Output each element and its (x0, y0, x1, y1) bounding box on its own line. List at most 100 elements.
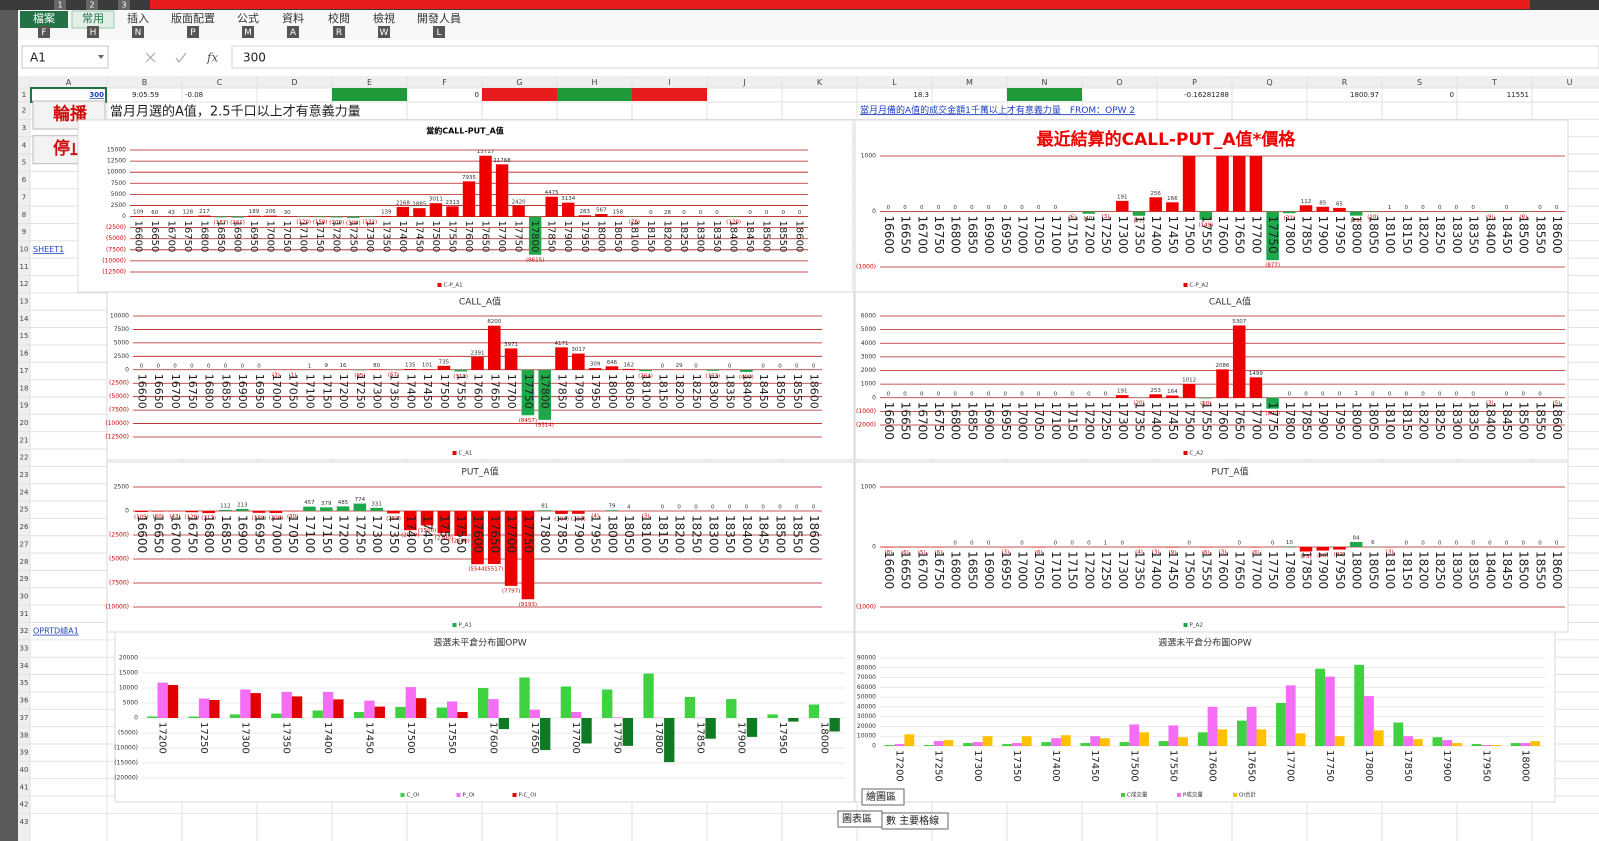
column-header: B (142, 78, 148, 87)
chart-area[interactable] (854, 291, 1569, 461)
x-tick-label: 17300 (364, 221, 375, 253)
y-tick-label: (1000) (856, 408, 876, 415)
data-label: 0 (661, 505, 665, 511)
data-label: 2086 (1216, 363, 1230, 369)
bar (684, 697, 696, 718)
x-tick-label: 17200 (1082, 551, 1096, 589)
x-tick-label: 18300 (1450, 216, 1464, 254)
x-tick-label: 18550 (777, 221, 788, 253)
data-label: (132) (362, 220, 377, 226)
bar (313, 216, 327, 218)
x-tick-label: 16950 (999, 551, 1013, 589)
bar (415, 698, 427, 718)
bar (1217, 729, 1228, 746)
data-label: 0 (781, 210, 785, 216)
ribbon-tab[interactable]: 開發人員 (417, 11, 461, 25)
bar (235, 508, 249, 511)
chart-area[interactable] (106, 291, 855, 461)
data-label: 0 (920, 205, 924, 211)
x-tick-label: 18600 (1550, 551, 1564, 589)
row-header: 29 (20, 575, 29, 583)
row-header: 33 (20, 645, 29, 653)
hyperlink[interactable]: OPRTD總A1 (33, 626, 79, 636)
data-label: (187) (214, 220, 229, 226)
ribbon-tab[interactable]: 公式 (237, 12, 259, 25)
file-tab-bg[interactable] (20, 11, 68, 28)
data-label: 112 (220, 503, 231, 509)
ribbon-tab[interactable]: 版面配置 (171, 11, 215, 25)
bar (264, 215, 277, 217)
data-label: 567 (596, 208, 607, 214)
x-tick-label: 18500 (761, 221, 772, 253)
bar (202, 511, 215, 514)
column-header-bar (18, 76, 1599, 88)
x-tick-label: 16700 (915, 551, 929, 589)
data-label: 309 (590, 362, 601, 368)
bars: 0 0 0 0 0 0 0 0 0 0 0 (6) (40) (3) 191 (77) 256 166 (149) (… (887, 156, 1559, 267)
x-tick-label: 17150 (1066, 216, 1080, 254)
bar (488, 699, 499, 718)
x-tick-label: 18600 (794, 221, 805, 253)
x-tick-label: 17850 (1300, 402, 1314, 440)
ribbon-tab[interactable]: 檔案 (33, 11, 55, 25)
ribbon-tab[interactable]: 插入 (127, 11, 149, 25)
bar (512, 205, 525, 217)
x-tick-label: 17500 (430, 221, 441, 253)
ribbon-tab[interactable]: 資料 (282, 11, 304, 25)
data-label: 0 (1405, 541, 1409, 547)
x-tick-label: 16700 (169, 515, 183, 553)
x-tick-label: 16950 (999, 216, 1013, 254)
ribbon-tab[interactable]: 校閱 (328, 11, 350, 25)
data-label: 0 (1421, 541, 1425, 547)
formula-input[interactable] (231, 45, 1599, 69)
y-tick-label: 0 (872, 208, 876, 215)
x-tick-label: 18600 (808, 374, 821, 409)
data-label: 0 (761, 363, 765, 369)
bar (1132, 211, 1146, 216)
data-label: (4) (1135, 550, 1143, 556)
x-tick-label: 17000 (1016, 216, 1030, 254)
bar (578, 215, 591, 217)
column-header: J (742, 78, 745, 87)
ribbon-tab[interactable]: 常用 (82, 12, 104, 25)
name-box[interactable] (21, 45, 109, 69)
bar (1266, 397, 1279, 409)
bar (808, 704, 820, 718)
y-tick-label: 6000 (861, 313, 876, 320)
key-tip-label: F (41, 28, 46, 38)
x-tick-label: 17000 (265, 221, 276, 253)
macro-button-label[interactable]: 輪播 (53, 104, 88, 125)
x-tick-label: 16600 (132, 221, 143, 253)
hyperlink[interactable]: 當月月備的A值的成交金額1千萬以上才有意義力量 FROM：OPW 2 (860, 104, 1135, 116)
legend-label: C-P_A2 (1190, 283, 1209, 289)
row-header: 15 (20, 332, 29, 340)
bar (521, 369, 535, 416)
x-tick-label: 17400 (1149, 402, 1163, 440)
bar (1119, 742, 1130, 746)
hyperlink[interactable]: SHEET1 (33, 245, 64, 254)
ribbon-tab[interactable]: 檢視 (373, 11, 395, 25)
bar (538, 369, 552, 420)
data-label: (304) (554, 516, 569, 522)
x-tick-label: 16850 (965, 402, 979, 440)
x-tick-label: 17700 (1249, 216, 1263, 254)
y-tick-label: 0 (872, 394, 876, 401)
y-tick-label: (10000) (114, 745, 138, 752)
chart-area[interactable] (854, 119, 1569, 293)
bar (353, 503, 367, 511)
bar (1334, 736, 1345, 746)
row-header: 17 (20, 367, 29, 375)
chart-title: PUT_A值 (1211, 466, 1248, 478)
bar (904, 734, 915, 746)
bar (1333, 207, 1346, 212)
y-tick-label: 0 (125, 508, 129, 515)
x-tick-label: 16650 (152, 515, 166, 553)
y-tick-label: 90000 (857, 655, 876, 662)
x-tick-label: 17300 (1116, 551, 1130, 589)
cell-text: 300 (89, 91, 104, 99)
data-label: 0 (1004, 205, 1008, 211)
x-tick-label: 17600 (471, 515, 485, 553)
data-label: 379 (321, 501, 332, 507)
data-label: 0 (987, 205, 991, 211)
x-tick-label: 18300 (1450, 402, 1464, 440)
